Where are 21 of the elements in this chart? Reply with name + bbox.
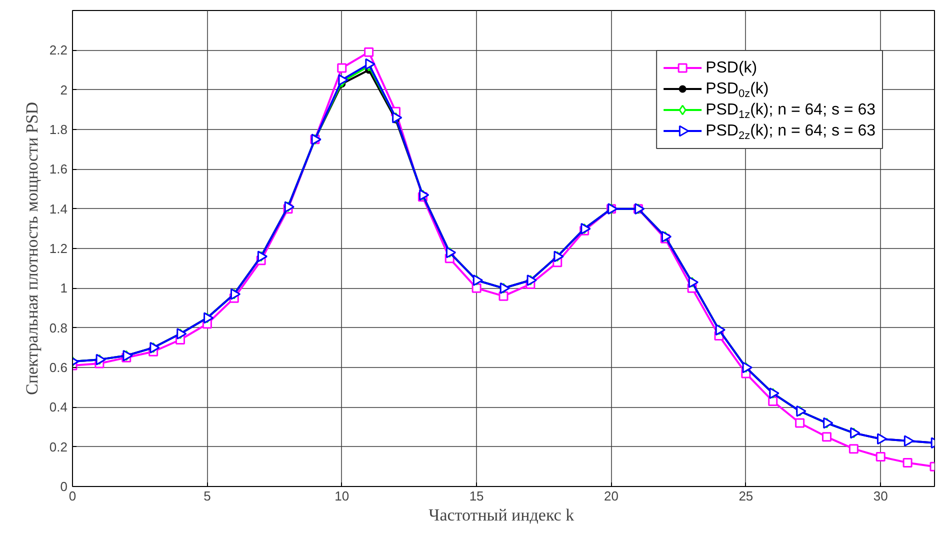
y-tick-label: 0 [60, 479, 68, 494]
y-tick-label: 1.8 [49, 122, 68, 137]
y-tick-label: 1.4 [49, 201, 68, 216]
y-tick-label: 0.2 [49, 439, 68, 454]
y-tick-label: 1.6 [49, 162, 68, 177]
y-tick-label: 1 [60, 280, 68, 296]
x-tick-label: 25 [738, 488, 754, 504]
x-tick-label: 30 [873, 488, 888, 504]
x-axis-title: Частотный индекс k [428, 506, 575, 524]
y-tick-label: 1.2 [49, 241, 68, 256]
y-tick-label: 2 [60, 82, 68, 98]
y-tick-label: 0.4 [49, 400, 68, 415]
y-tick-label: 0.8 [49, 320, 68, 336]
x-tick-label: 10 [334, 488, 350, 504]
x-tick-label: 20 [604, 488, 618, 504]
y-tick-label: 2.2 [49, 42, 68, 58]
legend-label: PSD(k) [706, 60, 758, 76]
x-tick-label: 5 [204, 488, 211, 504]
x-tick-label: 15 [469, 488, 484, 504]
y-tick-label: 0.6 [49, 360, 68, 375]
y-axis-title: Спектральная плотность мощности PSD [22, 102, 42, 395]
